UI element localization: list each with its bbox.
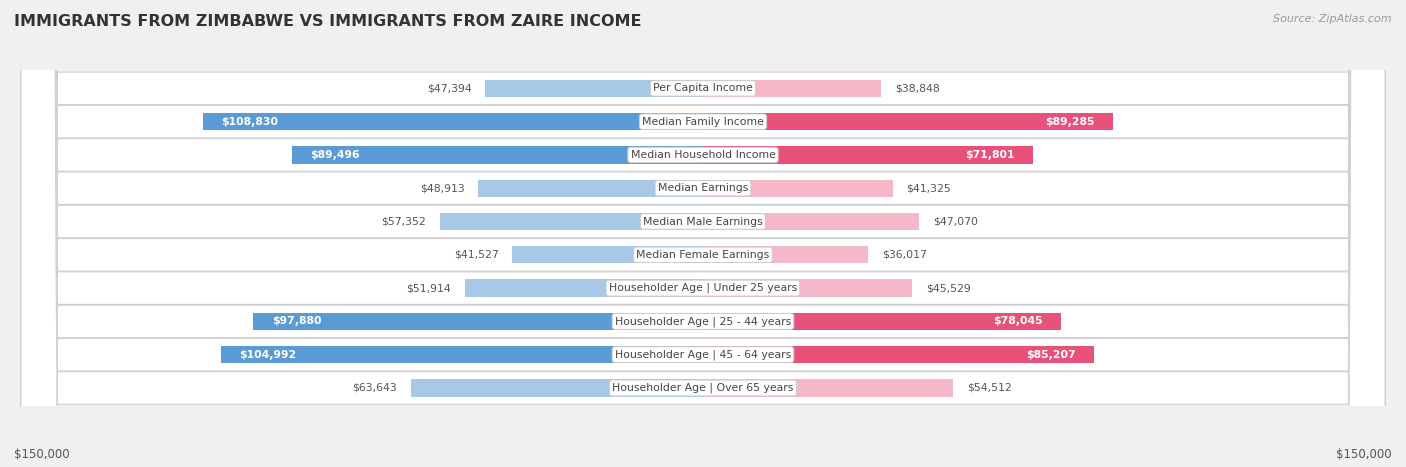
Bar: [703, 379, 953, 396]
Bar: [292, 146, 703, 163]
Text: $89,496: $89,496: [311, 150, 360, 160]
FancyBboxPatch shape: [21, 0, 1385, 467]
FancyBboxPatch shape: [21, 0, 1385, 467]
Text: $38,848: $38,848: [896, 84, 941, 93]
Text: $150,000: $150,000: [1336, 448, 1392, 461]
FancyBboxPatch shape: [21, 0, 1385, 467]
FancyBboxPatch shape: [21, 0, 1385, 467]
FancyBboxPatch shape: [21, 0, 1385, 467]
Text: $41,527: $41,527: [454, 250, 499, 260]
Text: $97,880: $97,880: [271, 317, 322, 326]
Text: $48,913: $48,913: [420, 183, 464, 193]
Bar: [221, 346, 703, 363]
Bar: [703, 213, 920, 230]
Text: Median Male Earnings: Median Male Earnings: [643, 217, 763, 226]
Text: Median Household Income: Median Household Income: [630, 150, 776, 160]
Text: $41,325: $41,325: [907, 183, 952, 193]
Text: Median Earnings: Median Earnings: [658, 183, 748, 193]
FancyBboxPatch shape: [21, 0, 1385, 467]
Text: $104,992: $104,992: [239, 350, 297, 360]
Bar: [703, 180, 893, 197]
Bar: [411, 379, 703, 396]
FancyBboxPatch shape: [21, 0, 1385, 467]
Text: Householder Age | Over 65 years: Householder Age | Over 65 years: [612, 383, 794, 393]
Text: $47,394: $47,394: [427, 84, 471, 93]
Text: $57,352: $57,352: [381, 217, 426, 226]
Bar: [703, 279, 912, 297]
Text: $54,512: $54,512: [967, 383, 1012, 393]
Bar: [478, 180, 703, 197]
Text: $47,070: $47,070: [934, 217, 979, 226]
Text: Median Family Income: Median Family Income: [643, 117, 763, 127]
Text: $71,801: $71,801: [965, 150, 1014, 160]
Bar: [440, 213, 703, 230]
FancyBboxPatch shape: [21, 0, 1385, 467]
Text: Source: ZipAtlas.com: Source: ZipAtlas.com: [1274, 14, 1392, 24]
Text: $63,643: $63,643: [352, 383, 396, 393]
Bar: [253, 313, 703, 330]
Bar: [703, 113, 1114, 130]
Text: Householder Age | 25 - 44 years: Householder Age | 25 - 44 years: [614, 316, 792, 326]
Text: Per Capita Income: Per Capita Income: [652, 84, 754, 93]
Bar: [703, 146, 1033, 163]
Bar: [464, 279, 703, 297]
Text: $89,285: $89,285: [1045, 117, 1095, 127]
FancyBboxPatch shape: [21, 0, 1385, 467]
Bar: [512, 246, 703, 263]
Bar: [485, 80, 703, 97]
Text: Householder Age | 45 - 64 years: Householder Age | 45 - 64 years: [614, 349, 792, 360]
Text: $45,529: $45,529: [927, 283, 970, 293]
Bar: [202, 113, 703, 130]
Text: $36,017: $36,017: [882, 250, 927, 260]
Text: $85,207: $85,207: [1026, 350, 1076, 360]
Bar: [703, 346, 1094, 363]
Bar: [703, 246, 869, 263]
Text: $78,045: $78,045: [994, 317, 1043, 326]
Text: IMMIGRANTS FROM ZIMBABWE VS IMMIGRANTS FROM ZAIRE INCOME: IMMIGRANTS FROM ZIMBABWE VS IMMIGRANTS F…: [14, 14, 641, 29]
Text: $150,000: $150,000: [14, 448, 70, 461]
Text: Median Female Earnings: Median Female Earnings: [637, 250, 769, 260]
Text: $108,830: $108,830: [222, 117, 278, 127]
Text: $51,914: $51,914: [406, 283, 451, 293]
FancyBboxPatch shape: [21, 0, 1385, 467]
Bar: [703, 80, 882, 97]
Text: Householder Age | Under 25 years: Householder Age | Under 25 years: [609, 283, 797, 293]
Bar: [703, 313, 1062, 330]
